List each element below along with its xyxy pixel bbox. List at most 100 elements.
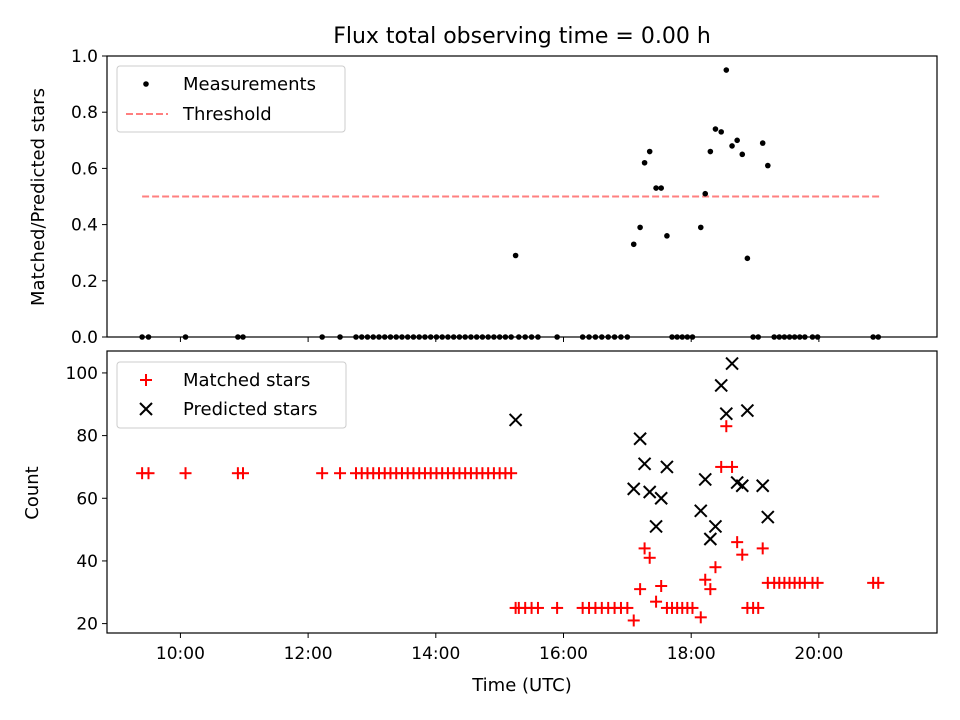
predicted-star-point: [719, 406, 734, 421]
matched-star-point: [715, 460, 728, 473]
matched-star-point: [236, 467, 249, 480]
measurement-point: [512, 252, 519, 259]
measurement-point: [646, 148, 653, 155]
predicted-star-point: [698, 472, 712, 487]
top-y-tick-label: 0.8: [71, 103, 98, 123]
bottom-legend-box: [116, 361, 347, 429]
bottom-x-tick-label: 14:00: [411, 644, 460, 664]
predicted-star-point: [714, 378, 728, 393]
matched-star-point: [655, 580, 668, 592]
bottom-y-tick-label: 80: [76, 427, 98, 447]
measurement-point: [739, 151, 746, 158]
matched-star-point: [736, 548, 749, 561]
legend-measurements-marker: [143, 81, 149, 87]
matched-star-point: [531, 601, 544, 614]
matched-star-point: [179, 467, 192, 480]
matched-star-point: [686, 601, 699, 614]
bottom-x-tick-label: 12:00: [284, 644, 333, 664]
predicted-star-point: [735, 479, 749, 493]
top-axes-frame: [106, 55, 938, 338]
measurement-point: [707, 148, 714, 155]
top-y-tick-label: 0.0: [71, 328, 98, 348]
bottom-legend: Matched stars Predicted stars: [116, 361, 347, 429]
top-legend: Measurements Threshold: [116, 65, 346, 133]
matched-star-point: [731, 536, 744, 549]
measurement-point: [729, 143, 735, 149]
top-panel: Flux total observing time = 0.00 h 0.00.…: [28, 24, 938, 348]
predicted-star-point: [725, 356, 739, 371]
bottom-y-tick-label: 60: [76, 489, 98, 509]
matched-star-point: [505, 467, 518, 480]
matched-star-point: [872, 576, 885, 589]
matched-star-point: [551, 601, 564, 614]
legend-measurements-label: Measurements: [183, 74, 316, 95]
predicted-star-point: [761, 510, 775, 524]
top-y-tick-label: 1.0: [71, 47, 98, 67]
measurement-point: [653, 185, 659, 191]
top-y-tick-label: 0.2: [71, 272, 98, 292]
bottom-y-tick-label: 40: [76, 552, 98, 572]
top-y-ticks: 0.0 0.2 0.4 0.6 0.8 1.0: [71, 47, 107, 348]
matched-star-point: [634, 583, 647, 596]
matched-star-point: [643, 551, 656, 564]
matched-star-point: [811, 576, 824, 589]
predicted-star-point: [654, 491, 668, 505]
predicted-star-point: [633, 432, 647, 446]
measurement-point: [718, 129, 724, 135]
top-legend-box: [116, 65, 346, 133]
measurement-point: [664, 233, 670, 239]
predicted-star-point: [642, 485, 657, 499]
matched-star-point: [752, 601, 765, 614]
bottom-axes-frame: [106, 350, 938, 634]
matched-star-point: [627, 614, 640, 627]
matched-star-point: [720, 420, 733, 433]
measurement-point: [637, 224, 643, 231]
bottom-y-ticks: 20 40 60 80 100: [66, 364, 107, 635]
predicted-star-point: [708, 519, 723, 534]
legend-predicted-label: Predicted stars: [183, 399, 317, 420]
matched-star-point: [316, 467, 329, 480]
top-chart-title: Flux total observing time = 0.00 h: [333, 24, 711, 49]
bottom-x-tick-label: 18:00: [667, 644, 716, 664]
top-y-tick-label: 0.4: [71, 216, 98, 236]
measurement-point: [702, 190, 709, 197]
bottom-x-axis-label: Time (UTC): [471, 675, 572, 696]
measurement-point: [744, 255, 751, 262]
matched-star-point: [650, 595, 663, 608]
matched-star-point: [694, 611, 707, 624]
matched-star-point: [699, 573, 712, 586]
measurement-point: [697, 224, 704, 231]
matched-star-point: [756, 542, 769, 555]
bottom-x-tick-label: 20:00: [794, 644, 843, 664]
measurement-point: [712, 126, 719, 132]
matched-star-point: [709, 561, 722, 574]
measurement-point: [759, 140, 766, 146]
predicted-star-point: [637, 457, 652, 471]
bottom-x-tick-label: 16:00: [539, 644, 588, 664]
legend-predicted-marker: [139, 402, 153, 416]
legend-matched-label: Matched stars: [183, 370, 310, 391]
measurement-point: [658, 185, 664, 191]
legend-matched-marker: [140, 374, 152, 386]
matched-star-point: [726, 460, 739, 473]
top-y-tick-label: 0.6: [71, 159, 98, 179]
bottom-x-ticks: 10:00 12:00 14:00 16:00 18:00 20:00: [156, 633, 843, 664]
measurement-point: [630, 241, 637, 248]
measurement-point: [734, 137, 740, 144]
top-y-axis-label: Matched/Predicted stars: [28, 88, 49, 306]
predicted-star-point: [627, 482, 641, 496]
measurement-point: [641, 159, 648, 166]
bottom-plot-data: [136, 356, 885, 627]
bottom-panel: 20 40 60 80 100 10:00 12:00 14:00 16:00 18:00 20:…: [22, 350, 938, 696]
predicted-star-point: [703, 532, 718, 546]
matched-star-point: [621, 601, 634, 614]
bottom-y-tick-label: 100: [66, 364, 98, 384]
predicted-star-point: [508, 413, 523, 427]
matched-star-point: [142, 467, 155, 480]
bottom-y-tick-label: 20: [76, 615, 98, 635]
bottom-x-tick-label: 10:00: [156, 644, 205, 664]
predicted-star-point: [694, 504, 708, 518]
top-x-tick-marks: [179, 337, 820, 342]
measurement-point: [765, 162, 771, 169]
